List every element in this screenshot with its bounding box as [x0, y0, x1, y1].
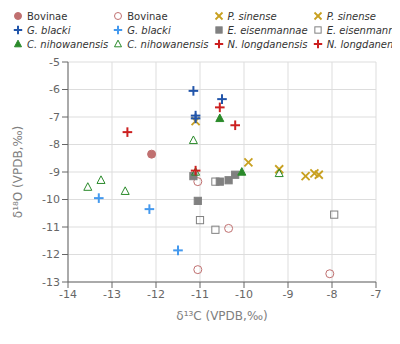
svg-text:-7: -7 [49, 111, 60, 124]
svg-text:-10: -10 [235, 288, 253, 301]
html-text:P. sinense: P. sinense [326, 10, 376, 22]
html-text:P. sinense: P. sinense [227, 10, 277, 22]
svg-text:-14: -14 [59, 288, 77, 301]
svg-text:-11: -11 [42, 221, 60, 234]
html-text:Bovinae: Bovinae [127, 10, 168, 22]
svg-text:-9: -9 [49, 166, 60, 179]
html-text:E. eisenmannae: E. eisenmannae [227, 24, 308, 36]
html-text:G. blacki: G. blacki [127, 24, 171, 36]
svg-text:-8: -8 [327, 288, 338, 301]
svg-text:-7: -7 [371, 288, 382, 301]
svg-text:-9: -9 [283, 288, 294, 301]
svg-text:-8: -8 [49, 138, 60, 151]
html-text:N. longdanensis: N. longdanensis [227, 38, 308, 50]
svg-text:-6: -6 [49, 83, 60, 96]
html-text:Bovinae: Bovinae [27, 10, 68, 22]
svg-text:-10: -10 [42, 193, 60, 206]
html-text:C. nihowanensis: C. nihowanensis [127, 38, 209, 50]
html-text:G. blacki: G. blacki [27, 24, 71, 36]
svg-text:δ¹⁸O (VPDB,‰): δ¹⁸O (VPDB,‰) [11, 126, 25, 218]
html-text:C. nihowanensis: C. nihowanensis [27, 38, 109, 50]
svg-text:-11: -11 [191, 288, 209, 301]
svg-text:-12: -12 [147, 288, 165, 301]
svg-text:-13: -13 [42, 276, 60, 289]
svg-text:δ¹³C (VPDB,‰): δ¹³C (VPDB,‰) [176, 309, 267, 323]
svg-text:-13: -13 [103, 288, 121, 301]
svg-text:-12: -12 [42, 248, 60, 261]
svg-text:-5: -5 [49, 56, 60, 69]
